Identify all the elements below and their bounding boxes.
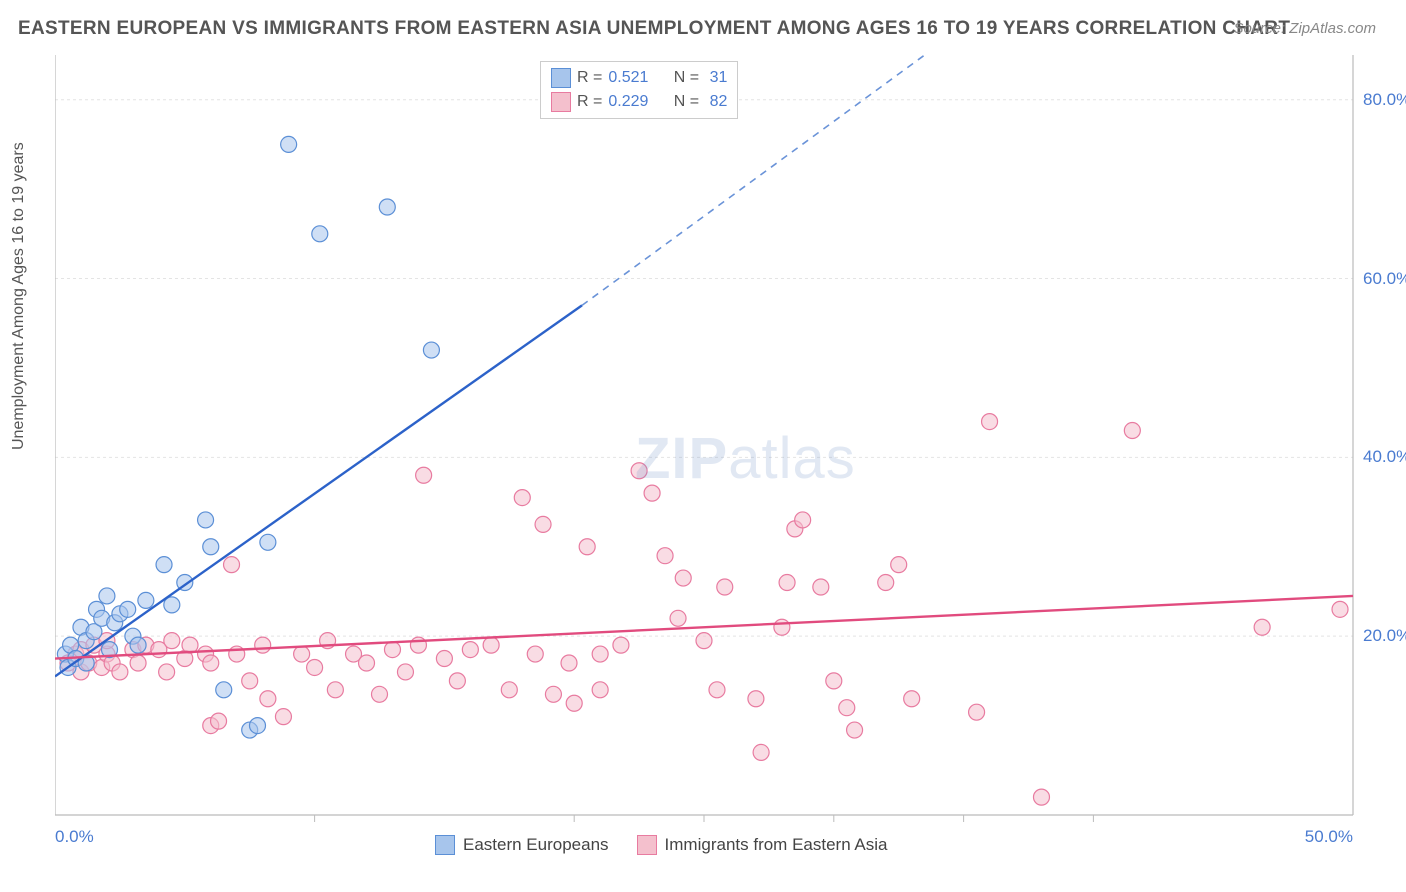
legend-label: Immigrants from Eastern Asia [665,835,888,855]
y-axis-label: Unemployment Among Ages 16 to 19 years [10,142,28,450]
legend-swatch [435,835,455,855]
x-tick-label: 50.0% [1305,827,1353,847]
stat-r-label: R = [577,66,602,90]
legend-swatch [551,68,571,88]
stat-r-value: 0.521 [608,66,663,90]
y-tick-label: 80.0% [1363,90,1406,110]
series-legend: Eastern Europeans Immigrants from Eastern… [435,835,888,855]
legend-item: Immigrants from Eastern Asia [637,835,888,855]
chart-area: ZIPatlas R =0.521 N = 31R =0.229 N = 82 … [55,55,1365,835]
scatter-chart-svg [55,55,1365,835]
chart-title: EASTERN EUROPEAN VS IMMIGRANTS FROM EAST… [18,18,1290,40]
x-tick-label: 0.0% [55,827,94,847]
stat-r-value: 0.229 [608,90,663,114]
stat-n-value: 82 [705,90,727,114]
y-tick-label: 60.0% [1363,269,1406,289]
source-attribution: Source: ZipAtlas.com [1233,20,1376,37]
stats-legend-row: R =0.229 N = 82 [551,90,727,114]
stats-legend: R =0.521 N = 31R =0.229 N = 82 [540,61,738,119]
y-tick-label: 40.0% [1363,447,1406,467]
stat-n-label: N = [669,90,699,114]
legend-label: Eastern Europeans [463,835,609,855]
y-tick-label: 20.0% [1363,626,1406,646]
stat-r-label: R = [577,90,602,114]
legend-swatch [551,92,571,112]
stat-n-label: N = [669,66,699,90]
stats-legend-row: R =0.521 N = 31 [551,66,727,90]
legend-item: Eastern Europeans [435,835,609,855]
legend-swatch [637,835,657,855]
stat-n-value: 31 [705,66,727,90]
